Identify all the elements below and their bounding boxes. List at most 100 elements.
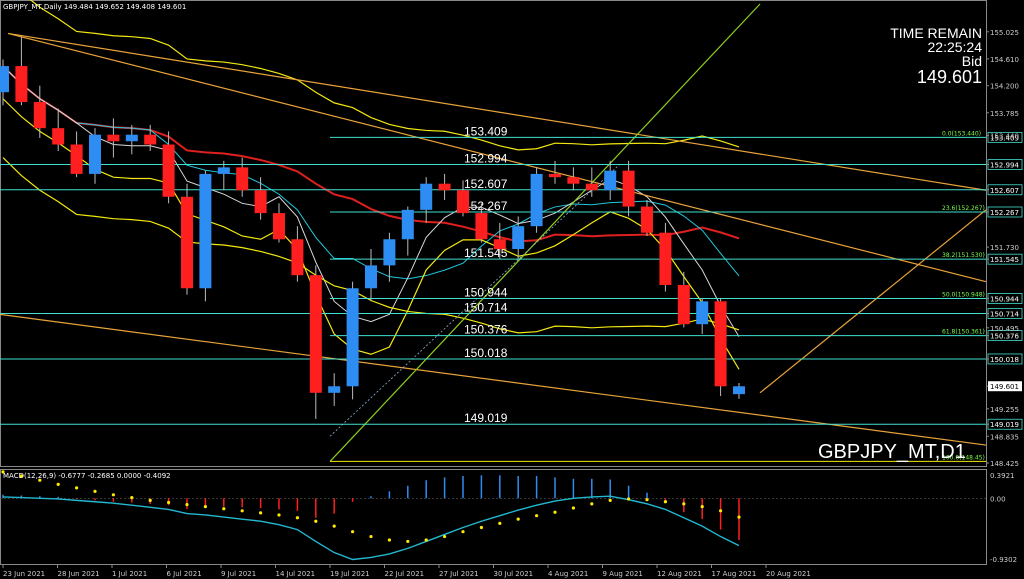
main-frame: [0, 0, 987, 467]
y-tick-label: 150.714: [990, 310, 1019, 318]
x-tick-label: 14 Jul 2021: [276, 570, 316, 578]
y-tick-label: 151.545: [990, 256, 1019, 264]
x-tick-label: 19 Jul 2021: [330, 570, 370, 578]
macd-signal-dot: [516, 517, 520, 521]
horizontal-levels[interactable]: 153.409 0.0(153.440) 153.409 152.994 152.994…: [0, 124, 1023, 462]
candle-body: [89, 134, 101, 174]
candle-body: [438, 183, 451, 191]
x-tick-label: 27 Jul 2021: [439, 570, 479, 578]
y-tick-label: 150.495: [990, 325, 1019, 333]
y-tick-label: 153.785: [990, 110, 1019, 118]
candle-body: [291, 239, 304, 276]
x-tick-label: 30 Jul 2021: [494, 570, 534, 578]
y-tick-label: 150.944: [990, 295, 1019, 303]
grid-layer: [0, 0, 987, 565]
y-tick-label: 155.025: [990, 29, 1019, 37]
y-tick-label: 152.607: [990, 187, 1019, 195]
price-axis: 155.025 154.610 154.200 153.785 153.440 152.9…: [986, 29, 1022, 468]
axis-level-label: 149.019: [990, 421, 1019, 429]
candle-body: [512, 226, 525, 250]
level-label: 150.714: [464, 300, 508, 314]
macd-signal-dot: [203, 505, 207, 509]
fib-label: 23.6(152.267): [942, 205, 985, 212]
indicator-overlays: [0, 0, 987, 462]
level-label: 152.994: [464, 151, 508, 165]
candle-body: [254, 190, 267, 214]
candle-body: [199, 173, 212, 289]
candle-body: [107, 134, 120, 142]
candle-body: [549, 173, 561, 178]
level-label: 152.267: [464, 199, 508, 213]
candle-body: [0, 66, 9, 93]
candle-body: [236, 167, 249, 191]
candle-body: [457, 190, 469, 214]
macd-signal-dot: [56, 482, 60, 486]
candle-body: [217, 167, 230, 174]
axis-level-label: 150.376: [990, 333, 1019, 341]
candle-body: [383, 239, 396, 266]
y-tick-label: 154.610: [990, 56, 1019, 64]
macd-signal-dot: [406, 539, 410, 544]
macd-signal-dot: [663, 500, 668, 504]
macd-signal-dot: [645, 498, 649, 502]
trendline-orange-1: [7, 32, 987, 191]
macd-signal-dot: [369, 534, 373, 539]
axis-level-label: 152.607: [990, 187, 1019, 195]
trendline-orange-4: [759, 209, 987, 394]
candle-body: [33, 102, 46, 129]
y-tick-label: 148.835: [990, 433, 1019, 441]
candle-body: [15, 66, 28, 103]
level-label: 150.944: [464, 285, 508, 299]
x-tick-label: 17 Aug 2021: [712, 570, 757, 578]
axis-level-label: 152.267: [990, 209, 1019, 217]
macd-signal-dot: [424, 538, 428, 542]
candle-body: [420, 183, 433, 210]
axis-level-label: 152.994: [990, 161, 1019, 169]
macd-signal-dot: [93, 489, 97, 493]
fib-label: 61.8(150.361): [942, 329, 985, 336]
info-panel: TIME REMAIN 22:25:24 Bid 149.601: [890, 26, 982, 86]
x-tick-label: 22 Jul 2021: [385, 570, 425, 578]
current-price-label: 149.601: [990, 383, 1019, 391]
macd-panel: 0.3921 0.00 -0.9302: [0, 470, 1017, 564]
macd-signal-dot: [1, 470, 5, 474]
macd-signal-dot: [461, 530, 465, 534]
macd-signal-dot: [185, 502, 189, 507]
candle-body: [273, 213, 285, 240]
y-tick-label: 153.440: [990, 132, 1019, 140]
macd-signal-dot: [737, 515, 741, 519]
macd-signal-dot: [19, 474, 23, 478]
macd-signal-dot: [700, 505, 704, 509]
x-tick-label: 4 Aug 2021: [548, 570, 588, 578]
macd-signal-dot: [571, 506, 576, 510]
macd-signal-dot: [535, 514, 539, 518]
y-tick-label: 154.200: [990, 83, 1019, 91]
y-tick-label: 149.255: [990, 406, 1019, 414]
y-tick-label: 151.730: [990, 244, 1019, 252]
axis-level-label: 150.714: [990, 310, 1019, 318]
y-tick-label: 150.376: [990, 333, 1019, 341]
macd-signal-dot: [111, 493, 115, 497]
macd-signal-dot: [498, 521, 502, 525]
macd-signal-dot: [259, 511, 263, 515]
macd-signal-dot: [682, 502, 686, 506]
level-label: 150.018: [464, 346, 508, 360]
time-remain-label: TIME REMAIN: [890, 25, 982, 41]
level-label: 152.607: [464, 177, 508, 191]
fib-label: 100.0(148.45): [942, 454, 985, 461]
macd-signal-dot: [351, 530, 355, 534]
macd-signal-dot: [75, 486, 79, 490]
macd-y-tick-label: 0.3921: [990, 472, 1015, 480]
candle-body: [181, 196, 193, 289]
candle-body: [493, 239, 506, 250]
candles[interactable]: [0, 36, 745, 419]
candle-body: [677, 284, 690, 325]
fib-label: 0.0(153.440): [942, 130, 981, 137]
x-tick-label: 9 Aug 2021: [603, 570, 643, 578]
macd-signal-dot: [479, 525, 483, 530]
macd-signal-dot: [553, 510, 557, 514]
candle-body: [567, 177, 580, 184]
axis-level-label: 150.944: [990, 295, 1019, 303]
macd-signal-dot: [130, 495, 134, 500]
